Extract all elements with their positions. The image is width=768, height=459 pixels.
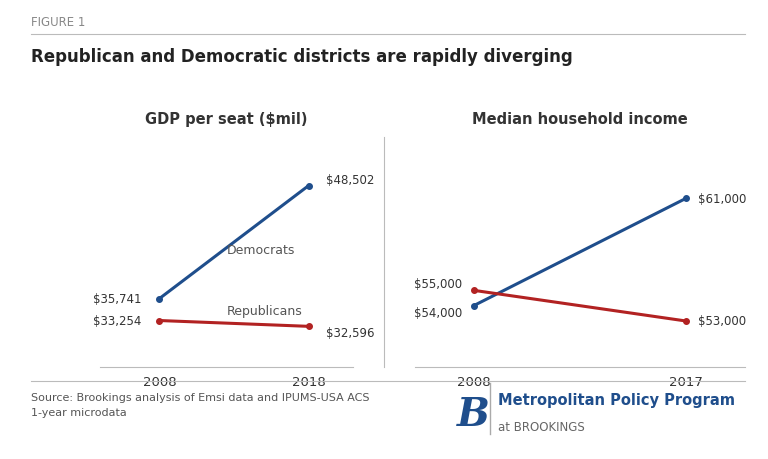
Text: Source: Brookings analysis of Emsi data and IPUMS-USA ACS
1-year microdata: Source: Brookings analysis of Emsi data … bbox=[31, 392, 369, 417]
Text: B: B bbox=[457, 395, 490, 433]
Text: FIGURE 1: FIGURE 1 bbox=[31, 16, 85, 29]
Text: Republicans: Republicans bbox=[227, 305, 303, 318]
Text: $55,000: $55,000 bbox=[414, 278, 462, 291]
Text: $48,502: $48,502 bbox=[326, 173, 375, 186]
Text: at BROOKINGS: at BROOKINGS bbox=[498, 420, 584, 433]
Text: Republican and Democratic districts are rapidly diverging: Republican and Democratic districts are … bbox=[31, 48, 572, 66]
Text: $54,000: $54,000 bbox=[414, 306, 462, 319]
Text: $32,596: $32,596 bbox=[326, 327, 375, 340]
Text: $61,000: $61,000 bbox=[698, 192, 746, 205]
Text: $33,254: $33,254 bbox=[93, 314, 141, 327]
Title: GDP per seat ($mil): GDP per seat ($mil) bbox=[145, 112, 308, 127]
Text: Democrats: Democrats bbox=[227, 244, 295, 257]
Title: Median household income: Median household income bbox=[472, 112, 687, 127]
Text: $53,000: $53,000 bbox=[698, 315, 746, 328]
Text: Metropolitan Policy Program: Metropolitan Policy Program bbox=[498, 392, 735, 408]
Text: $35,741: $35,741 bbox=[93, 292, 141, 305]
